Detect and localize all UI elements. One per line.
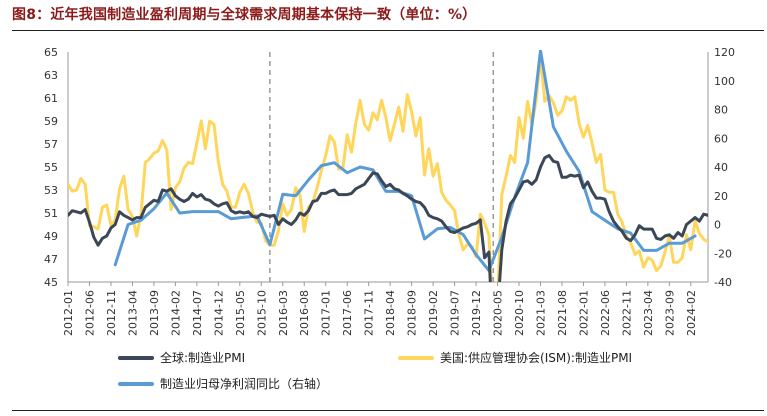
y-right-tick-label: 80 <box>714 104 728 117</box>
x-tick-label: 2015-10 <box>255 290 268 336</box>
x-tick-label: 2017-11 <box>363 290 376 336</box>
x-tick-label: 2022-06 <box>599 290 612 336</box>
y-left-tick-label: 51 <box>44 207 58 220</box>
y-right-tick-label: 120 <box>714 46 735 59</box>
x-tick-label: 2023-09 <box>663 290 676 336</box>
legend-label-us: 美国:供应管理协会(ISM):制造业PMI <box>440 350 632 365</box>
x-tick-label: 2017-06 <box>341 290 354 336</box>
x-tick-label: 2013-04 <box>126 290 139 336</box>
x-tick-label: 2012-06 <box>83 290 96 336</box>
x-tick-label: 2014-07 <box>191 290 204 336</box>
legend-label-profit: 制造业归母净利润同比（右轴） <box>160 376 328 391</box>
x-tick-label: 2012-11 <box>105 290 118 336</box>
x-tick-label: 2016-03 <box>277 290 290 336</box>
x-tick-label: 2019-07 <box>449 290 462 336</box>
y-right-tick-label: 100 <box>714 75 735 88</box>
x-tick-label: 2024-02 <box>685 290 698 336</box>
y-left-tick-label: 47 <box>44 253 58 266</box>
x-tick-label: 2021-08 <box>556 290 569 336</box>
x-tick-label: 2015-05 <box>234 290 247 336</box>
y-left-tick-label: 55 <box>44 161 58 174</box>
x-tick-label: 2020-05 <box>492 290 505 336</box>
bottom-rule <box>12 410 764 411</box>
y-left-tick-label: 59 <box>44 115 58 128</box>
x-tick-label: 2014-02 <box>169 290 182 336</box>
series-line-global <box>68 154 708 282</box>
x-tick-label: 2016-08 <box>298 290 311 336</box>
legend-label-global: 全球:制造业PMI <box>160 350 245 365</box>
y-right-tick-label: 40 <box>714 161 728 174</box>
x-tick-label: 2019-12 <box>470 290 483 336</box>
y-right-tick-label: 60 <box>714 132 728 145</box>
y-left-tick-label: 63 <box>44 69 58 82</box>
x-tick-label: 2019-02 <box>427 290 440 336</box>
series-line-us <box>68 53 708 282</box>
x-tick-label: 2020-10 <box>513 290 526 336</box>
chart-title: 图8：近年我国制造业盈利周期与全球需求周期基本保持一致（单位：%） <box>12 7 477 23</box>
y-left-tick-label: 45 <box>44 276 58 289</box>
x-tick-label: 2012-01 <box>62 290 75 336</box>
y-left-tick-label: 57 <box>44 138 58 151</box>
y-right-tick-label: 0 <box>714 219 721 232</box>
y-right-tick-label: -20 <box>714 247 732 260</box>
y-left-tick-label: 49 <box>44 230 58 243</box>
x-tick-label: 2022-01 <box>577 290 590 336</box>
title-rule <box>12 30 764 31</box>
x-tick-label: 2014-12 <box>212 290 225 336</box>
x-tick-label: 2018-09 <box>406 290 419 336</box>
x-tick-label: 2013-09 <box>148 290 161 336</box>
y-right-tick-label: -40 <box>714 276 732 289</box>
x-tick-label: 2021-03 <box>534 290 547 336</box>
y-left-tick-label: 53 <box>44 184 58 197</box>
x-tick-label: 2022-11 <box>620 290 633 336</box>
x-tick-label: 2017-01 <box>320 290 333 336</box>
y-right-tick-label: 20 <box>714 190 728 203</box>
x-tick-label: 2023-04 <box>642 290 655 336</box>
y-left-tick-label: 65 <box>44 46 58 59</box>
y-left-tick-label: 61 <box>44 92 58 105</box>
x-tick-label: 2018-04 <box>384 290 397 336</box>
series-line-profit <box>113 50 697 272</box>
